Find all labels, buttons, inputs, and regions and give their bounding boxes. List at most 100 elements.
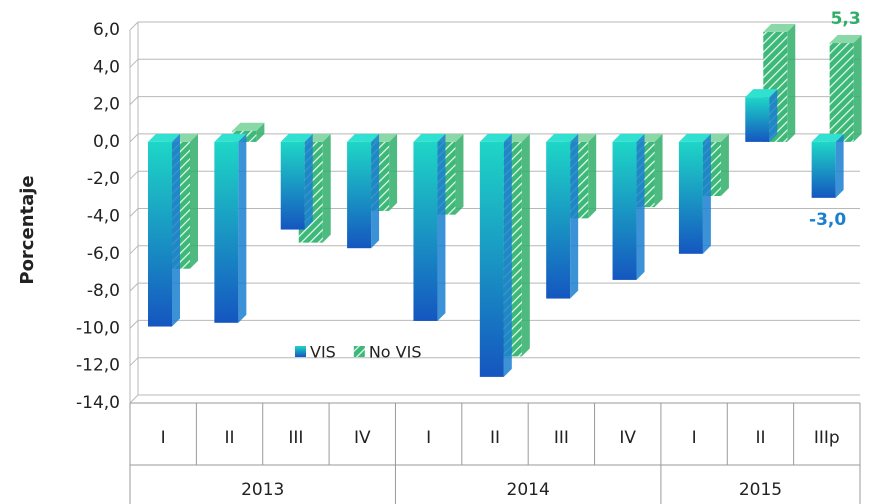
group-label: 2013	[241, 480, 284, 500]
bar-top	[763, 23, 796, 32]
y-tick-label: -4,0	[87, 207, 120, 227]
grid-line	[129, 58, 139, 68]
grid-line	[129, 96, 139, 105]
bar	[148, 133, 180, 327]
bar-top	[148, 133, 180, 142]
y-tick-label: -12,0	[76, 356, 120, 376]
bar-top	[546, 133, 579, 142]
bar-front	[479, 141, 504, 377]
y-tick-label: 4,0	[93, 57, 120, 77]
bar-top	[280, 133, 313, 142]
bar-front	[214, 141, 239, 323]
bar-side	[787, 23, 796, 142]
bar-top	[745, 89, 778, 98]
legend-swatch	[295, 346, 306, 357]
bar-top	[232, 122, 265, 131]
y-tick-label: -10,0	[76, 318, 120, 338]
bar-side	[503, 133, 512, 377]
bar-side	[437, 133, 446, 321]
grid-line	[129, 170, 139, 180]
bar-side	[570, 133, 579, 299]
bar	[829, 35, 862, 142]
x-tick-label: III	[288, 428, 303, 448]
bar-front	[413, 141, 438, 321]
bar-side	[238, 133, 247, 323]
x-tick-label: III	[554, 428, 569, 448]
bar-top	[479, 133, 512, 142]
grid-line	[129, 394, 139, 404]
data-label: 5,3	[831, 9, 861, 29]
x-tick-label: IV	[354, 428, 371, 448]
grid-line	[129, 245, 139, 255]
bar-side	[172, 133, 180, 327]
y-tick-label: -14,0	[76, 393, 120, 413]
legend-label: VIS	[310, 343, 336, 362]
bar	[678, 133, 711, 254]
bar	[479, 133, 512, 377]
bar-front	[811, 141, 836, 198]
bar	[546, 133, 579, 299]
bar-side	[190, 133, 198, 269]
bar	[612, 133, 645, 280]
x-tick-label: IIIp	[814, 428, 840, 448]
bar-side	[654, 133, 663, 208]
bar-side	[769, 89, 778, 142]
x-tick-label: I	[426, 428, 431, 448]
group-label: 2015	[739, 480, 782, 500]
x-tick-label: II	[490, 428, 500, 448]
bar-front	[280, 141, 305, 230]
y-tick-label: -6,0	[87, 244, 120, 264]
y-tick-label: -2,0	[87, 169, 120, 189]
x-tick-label: II	[755, 428, 765, 448]
bar	[280, 133, 313, 230]
bar-front	[745, 97, 770, 142]
bar	[347, 133, 380, 249]
y-axis-label: Porcentaje	[17, 175, 38, 284]
bar-front	[678, 141, 703, 254]
data-label: -3,0	[809, 210, 846, 230]
bar	[811, 133, 844, 198]
bar-top	[811, 133, 844, 142]
group-label: 2014	[507, 480, 550, 500]
bar-front	[612, 141, 637, 280]
bar-front	[148, 141, 172, 327]
grid-line	[129, 208, 139, 217]
y-tick-label: 6,0	[93, 20, 120, 40]
bar	[413, 133, 446, 321]
bar-side	[853, 35, 862, 142]
bar-top	[612, 133, 645, 142]
bar-side	[389, 133, 398, 211]
grid-line	[129, 133, 139, 143]
bar-front	[829, 43, 854, 142]
bar-top	[347, 133, 380, 142]
bar-side	[256, 122, 265, 142]
bar-side	[636, 133, 645, 280]
bar-front	[546, 141, 571, 299]
bar-side	[521, 133, 530, 357]
bar-top	[678, 133, 711, 142]
bar-side	[720, 133, 729, 196]
legend-swatch	[353, 346, 365, 357]
y-tick-label: 0,0	[93, 132, 120, 152]
y-tick-label: 2,0	[93, 95, 120, 115]
grid-line	[129, 357, 139, 367]
bar-top	[214, 133, 247, 142]
x-tick-label: IV	[619, 428, 636, 448]
bar-side	[455, 133, 464, 215]
bar-side	[304, 133, 313, 230]
grid-line	[129, 21, 139, 31]
legend-label: No VIS	[369, 343, 422, 362]
bar-top	[413, 133, 446, 142]
grid-line	[129, 320, 139, 329]
x-tick-label: I	[692, 428, 697, 448]
bar	[214, 133, 247, 323]
x-tick-label: II	[225, 428, 235, 448]
grid-line	[129, 282, 139, 292]
bar-side	[702, 133, 711, 254]
bar-side	[322, 133, 331, 243]
y-tick-label: -8,0	[87, 281, 120, 301]
x-tick-label: I	[161, 428, 166, 448]
bar-side	[371, 133, 380, 249]
bar-side	[835, 133, 844, 198]
